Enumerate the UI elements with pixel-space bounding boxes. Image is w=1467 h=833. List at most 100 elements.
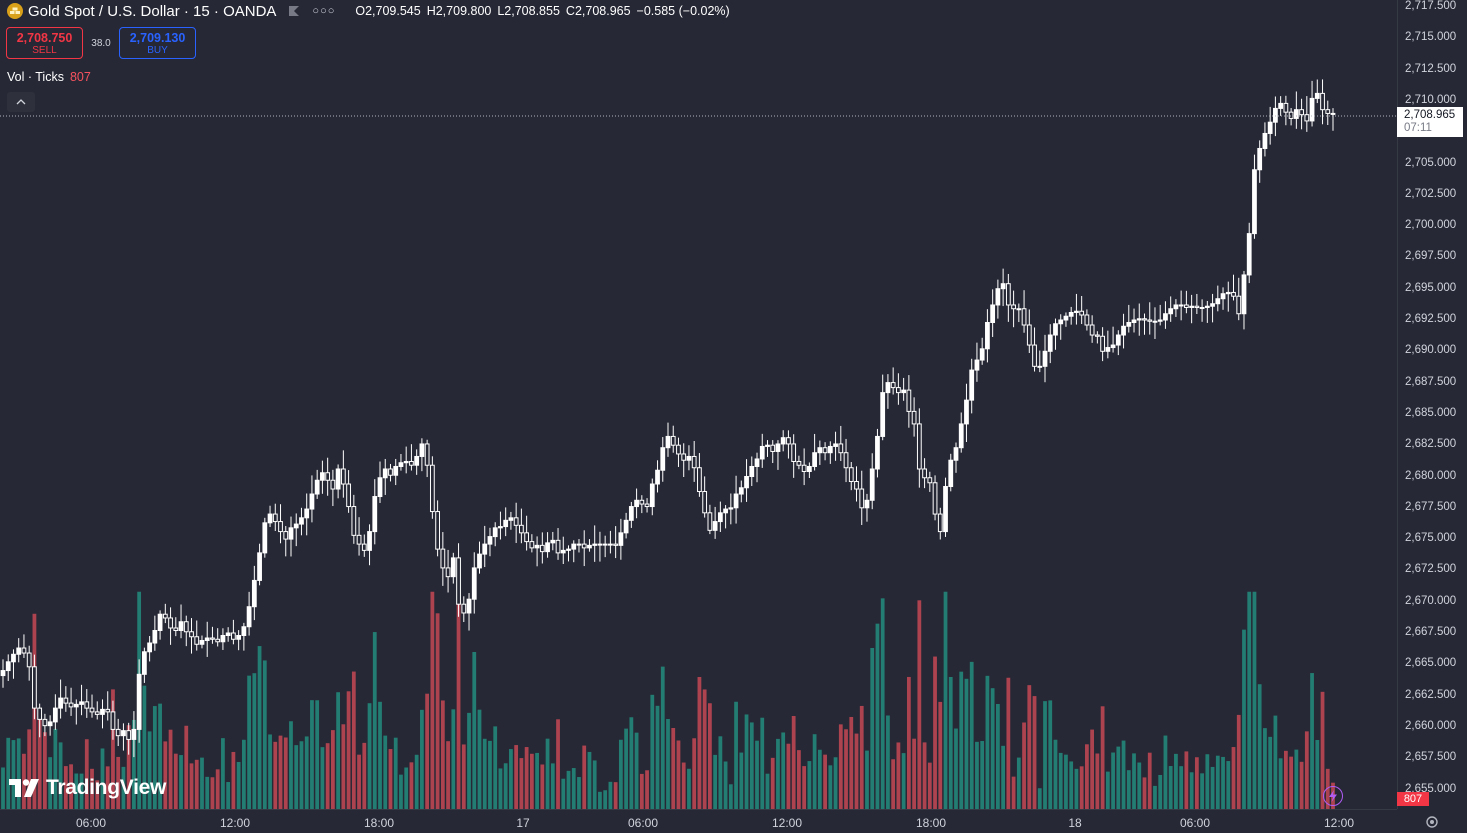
volume-bar [1069,761,1074,809]
volume-bar [1304,731,1309,809]
volume-bar [639,773,644,809]
price-chart[interactable] [0,0,1397,809]
volume-bar [163,741,168,809]
volume-bar [48,757,53,809]
volume-bar [1294,749,1299,809]
candle [1293,91,1299,129]
collapse-legend-button[interactable] [7,92,35,112]
settings-button[interactable] [1425,815,1439,829]
tradingview-logo[interactable]: TradingView [9,776,166,800]
candle [52,694,58,730]
volume-bar [671,727,676,809]
volume-bar [1221,756,1225,809]
volume-bar [482,738,487,809]
volume-bar [713,754,718,809]
candle [105,691,111,721]
candle [943,477,948,537]
volume-bar [58,742,63,809]
time-axis[interactable]: 06:00 12:00 18:00 17 06:00 12:00 18:00 18 06:00 1… [0,809,1397,833]
candle [550,531,556,551]
symbol-title[interactable]: Gold Spot / U.S. Dollar · 15 · OANDA [28,2,277,20]
candle [660,437,666,482]
volume-bar [985,675,990,809]
price-tick-label: 2,682.500 [1405,438,1457,451]
sell-button[interactable]: 2,708.750 SELL [6,27,83,59]
volume-bar [833,757,838,809]
candle [796,455,802,470]
candle [262,517,268,558]
last-price-label: 2,708.965 07:11 [1397,107,1463,137]
volume-bar [1315,740,1320,809]
candle [241,622,247,651]
volume-bar [409,762,414,809]
candle [1252,154,1257,239]
candle [419,438,425,472]
candle [566,545,571,562]
candle [429,456,435,519]
candle [827,441,833,464]
candle [875,428,880,478]
volume-bar [456,591,461,809]
candle [194,620,200,651]
candle [21,634,27,658]
volume-bar [43,732,47,809]
volume-bar [205,776,210,809]
price-tick-label: 2,672.500 [1405,563,1457,576]
candle [372,479,378,545]
volume-bar [744,714,749,809]
volume-bar [1210,766,1215,809]
candle [691,440,697,482]
more-options-icon[interactable]: ○○○ [312,5,336,17]
volume-legend[interactable]: Vol · Ticks 807 [7,70,91,84]
price-tick-label: 2,702.500 [1405,187,1457,200]
volume-bar [755,740,759,809]
volume-bar [922,742,927,809]
price-tick-label: 2,660.000 [1405,719,1457,732]
candle [173,617,179,637]
volume-bar [184,725,189,809]
candle [1178,290,1184,321]
volume-bar [577,777,581,809]
candle [121,723,126,751]
price-axis[interactable]: 2,717.500 2,715.000 2,712.500 2,710.000 2,70… [1397,0,1467,809]
candle [1058,314,1064,340]
volume-bar [440,700,445,809]
candle [686,445,692,471]
volume-bar [802,766,807,809]
symbol-info[interactable]: Gold Spot / U.S. Dollar · 15 · OANDA ○○○ [0,0,342,22]
candle [487,527,493,557]
candle [964,383,969,443]
candle [1189,294,1195,324]
candle [618,518,624,560]
candle [801,448,807,486]
volume-bar [1085,744,1089,809]
candle [246,591,252,636]
candle [1000,268,1006,307]
volume-bar [357,754,361,809]
volume-bar [681,762,686,809]
price-tick-label: 2,705.000 [1405,156,1457,169]
volume-bar [1100,706,1105,809]
volume-bar [320,747,325,809]
flag-icon[interactable] [288,5,300,17]
volume-bar [304,736,309,809]
volume-bar [1231,747,1236,809]
chart-pane[interactable] [0,0,1397,809]
volume-bar [1168,766,1173,809]
volume-bar [692,738,697,809]
candle [147,636,152,662]
volume-bar [231,751,236,809]
volume-bar [1001,745,1006,809]
open-number: 2,709.545 [365,4,421,18]
candle [1016,303,1022,323]
candle [786,430,791,459]
buy-button[interactable]: 2,709.130 BUY [119,27,196,59]
candle [0,659,6,688]
volume-bar [1263,728,1267,809]
volume-bar [1037,788,1042,809]
volume-bar [933,656,937,809]
candle [283,526,289,557]
volume-bar [812,734,817,809]
candle [351,494,357,544]
bolt-button[interactable] [1323,786,1343,806]
